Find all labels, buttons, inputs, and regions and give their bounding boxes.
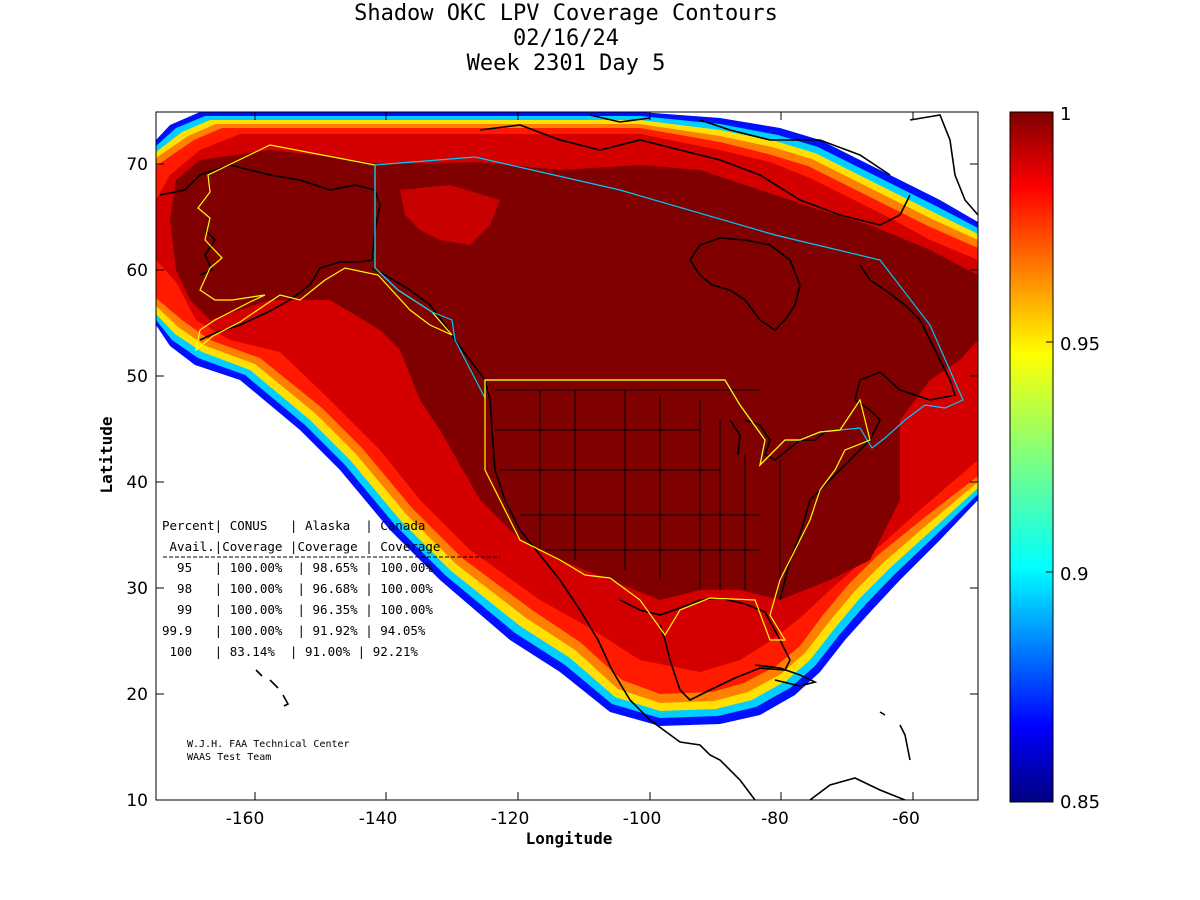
x-tick-label: -100 [623, 809, 662, 829]
y-tick-label: 50 [126, 367, 148, 387]
y-tick-label: 10 [126, 791, 148, 811]
colorbar-gradient [1009, 111, 1054, 803]
title-line-1: Shadow OKC LPV Coverage Contours [354, 1, 778, 26]
coast-cuba [754, 664, 818, 687]
colorbar-label: 0.9 [1060, 564, 1089, 585]
x-tick-label: -80 [761, 809, 789, 829]
coverage-contours [156, 112, 978, 726]
title-line-2: 02/16/24 [513, 26, 619, 51]
y-tick-label: 70 [126, 155, 148, 175]
colorbar-label: 0.85 [1060, 792, 1100, 813]
colorbar-label: 0.95 [1060, 334, 1100, 355]
coast-arctic [479, 114, 911, 226]
plot-area [156, 112, 978, 800]
table-header: Avail.|Coverage |Coverage | Coverage [162, 539, 440, 554]
border-conus [484, 379, 871, 641]
y-tick-label: 40 [126, 473, 148, 493]
coast-south-america [809, 777, 906, 800]
coast-great-lakes [729, 419, 826, 461]
coast-caribbean [879, 711, 911, 761]
colorbar-label: 1 [1060, 104, 1071, 125]
contour-core-inner-notch [400, 185, 500, 245]
y-axis-label: Latitude [97, 416, 116, 493]
coast-gulf [619, 597, 791, 701]
state-boundaries [495, 389, 781, 590]
table-header: Percent| CONUS | Alaska | Canada [162, 518, 425, 533]
coast-greenland [909, 114, 978, 216]
coast-east [779, 264, 957, 601]
x-tick-label: -140 [359, 809, 398, 829]
x-tick-label: -60 [892, 809, 920, 829]
table-row: 99 | 100.00% | 96.35% | 100.00% [162, 602, 433, 617]
y-tick-label: 60 [126, 261, 148, 281]
coast-west [371, 267, 756, 800]
x-tick-label: -160 [226, 809, 265, 829]
x-tick-label: -120 [491, 809, 530, 829]
region-borders [195, 144, 964, 641]
table-row: 95 | 100.00% | 98.65% | 100.00% [162, 560, 433, 575]
contour-core [170, 150, 978, 600]
plot-frame [155, 111, 979, 801]
coverage-stats-table: Percent| CONUS | Alaska | Canada Avail.|… [162, 518, 500, 659]
coastlines [159, 114, 978, 800]
colorbar: 1 0.95 0.9 0.85 [1009, 104, 1100, 813]
chart-title: Shadow OKC LPV Coverage Contours 02/16/2… [0, 0, 1132, 76]
table-row: 98 | 100.00% | 96.68% | 100.00% [162, 581, 433, 596]
y-tick-label: 30 [126, 579, 148, 599]
credit-line-2: WAAS Test Team [187, 752, 271, 763]
x-axis-label: Longitude [526, 829, 613, 848]
table-row: 99.9 | 100.00% | 91.92% | 94.05% [162, 623, 426, 638]
coast-hawaii [255, 669, 290, 707]
x-tick-labels: -160 -140 -120 -100 -80 -60 [226, 809, 920, 829]
border-alaska [195, 144, 453, 352]
axis-ticks [156, 112, 978, 801]
table-row: 100 | 83.14% | 91.00% | 92.21% [162, 644, 418, 659]
credit-line-1: W.J.H. FAA Technical Center [187, 739, 350, 750]
y-tick-labels: 10 20 30 40 50 60 70 [126, 155, 148, 811]
title-line-3: Week 2301 Day 5 [466, 51, 666, 76]
coast-hudson-bay [689, 237, 801, 332]
y-tick-label: 20 [126, 685, 148, 705]
